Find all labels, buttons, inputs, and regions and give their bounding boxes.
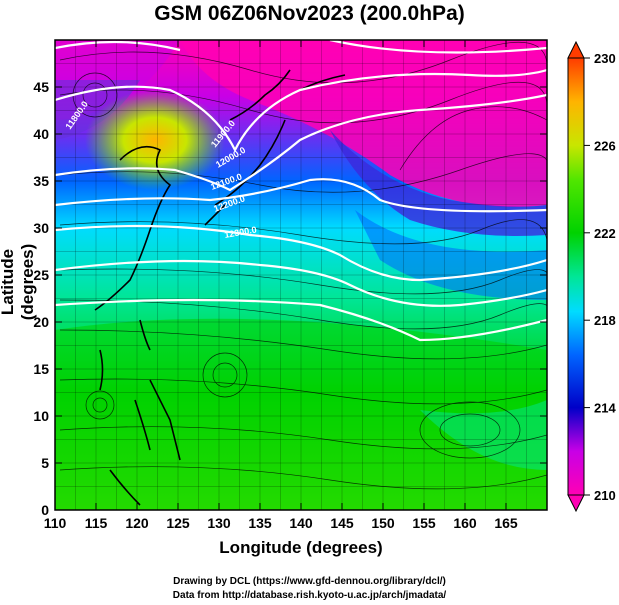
y-axis-label: Latitude (degrees) [0,243,37,321]
height-contours [55,40,547,342]
colorbar-bottom-arrow [567,494,585,513]
x-tick-label: 110 [44,515,67,531]
y-tick-label: 15 [33,361,49,377]
y-tick-label: 5 [41,455,49,471]
coastlines [94,69,346,506]
credit-drawing: Drawing by DCL (https://www.gfd-dennou.o… [173,576,446,587]
colorbar-top-arrow [567,40,585,59]
x-axis-label: Longitude (degrees) [219,538,383,557]
x-tick-label: 160 [453,515,477,531]
x-axis-ticks: 110 115 120 125 130 135 140 145 150 155 160 165 [44,40,518,531]
y-tick-label: 0 [41,502,49,518]
y-tick-label: 35 [33,173,49,189]
colorbar-tick-label: 222 [594,226,616,241]
colorbar-tick-label: 230 [594,51,616,66]
credit-data-source: Data from http://database.rish.kyoto-u.a… [172,590,447,601]
y-tick-label: 30 [33,220,49,236]
chart-title: GSM 06Z06Nov2023 (200.0hPa) [154,2,465,25]
y-tick-label: 25 [33,267,49,283]
y-axis-ticks: 0 5 10 15 20 25 30 35 40 45 [33,79,547,518]
x-tick-label: 135 [248,515,272,531]
x-tick-label: 165 [494,515,518,531]
colorbar-tick-label: 226 [594,138,616,153]
colorbar-tick-label: 210 [594,488,616,503]
colorbar-tick-label: 218 [594,313,616,328]
colorbar-ramp [567,57,585,496]
x-tick-label: 145 [330,515,354,531]
x-tick-label: 130 [207,515,231,531]
wind-streamlines [59,41,547,490]
colorbar-tick-label: 214 [594,401,616,416]
y-tick-label: 40 [33,126,49,142]
x-tick-label: 150 [371,515,395,531]
colorbar: 210 214 218 222 226 230 [567,40,616,513]
y-tick-label: 20 [33,314,49,330]
x-tick-label: 115 [85,515,108,531]
y-tick-label: 45 [33,79,49,95]
lat-lon-grid [55,40,547,510]
x-tick-label: 125 [166,515,190,531]
x-tick-label: 155 [412,515,436,531]
x-tick-label: 120 [125,515,149,531]
y-tick-label: 10 [33,408,49,424]
x-tick-label: 140 [289,515,313,531]
